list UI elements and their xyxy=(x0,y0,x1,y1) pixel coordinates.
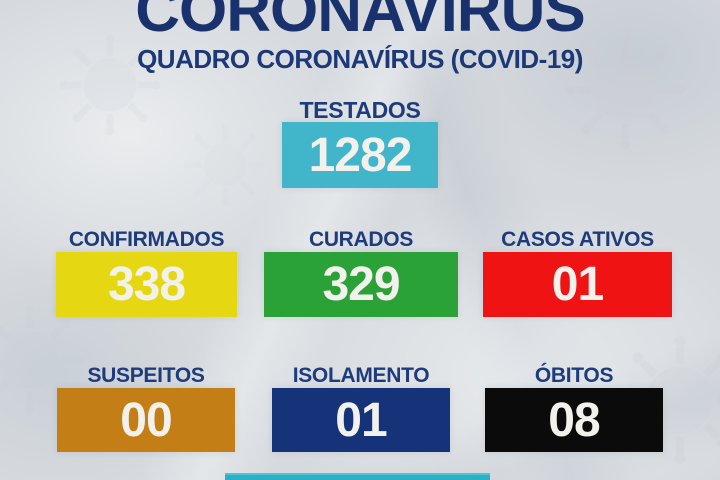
stat-card-suspeitos: SUSPEITOS 00 xyxy=(57,364,235,452)
stat-card-testados: TESTADOS 1282 xyxy=(0,97,720,189)
stat-value-obitos: 08 xyxy=(548,393,600,447)
stat-value-casos-ativos: 01 xyxy=(551,258,604,311)
stat-card-obitos: ÓBITOS 08 xyxy=(485,364,663,452)
stat-value-box-curados: 329 xyxy=(264,252,458,317)
stat-value-confirmados: 338 xyxy=(107,258,186,311)
partial-bottom-stat-box xyxy=(225,473,490,480)
stat-value-isolamento: 01 xyxy=(335,393,387,447)
stat-value-box-obitos: 08 xyxy=(485,388,663,452)
stat-label-curados: CURADOS xyxy=(308,228,414,251)
stat-value-box-suspeitos: 00 xyxy=(57,388,235,452)
stat-value-box-testados: 1282 xyxy=(282,122,438,188)
stat-value-curados: 329 xyxy=(322,258,400,311)
stat-label-isolamento: ISOLAMENTO xyxy=(292,364,430,387)
stat-value-box-casos-ativos: 01 xyxy=(483,252,672,317)
stat-card-casos-ativos: CASOS ATIVOS 01 xyxy=(483,228,672,317)
stat-value-testados: 1282 xyxy=(308,128,413,182)
stat-label-casos-ativos: CASOS ATIVOS xyxy=(501,228,654,251)
stat-label-obitos: ÓBITOS xyxy=(534,364,614,387)
stat-label-confirmados: CONFIRMADOS xyxy=(68,228,225,251)
stat-card-isolamento: ISOLAMENTO 01 xyxy=(272,364,450,452)
stat-value-suspeitos: 00 xyxy=(120,393,172,447)
stat-value-box-confirmados: 338 xyxy=(56,252,237,317)
page-subtitle: QUADRO CORONAVÍRUS (COVID-19) xyxy=(137,44,583,74)
stat-label-suspeitos: SUSPEITOS xyxy=(87,364,205,387)
stat-card-curados: CURADOS 329 xyxy=(264,228,458,317)
stat-value-box-isolamento: 01 xyxy=(272,388,450,452)
stat-label-testados: TESTADOS xyxy=(299,97,421,123)
stat-card-confirmados: CONFIRMADOS 338 xyxy=(56,228,237,317)
page-title: CORONAVÍRUS xyxy=(135,0,585,45)
